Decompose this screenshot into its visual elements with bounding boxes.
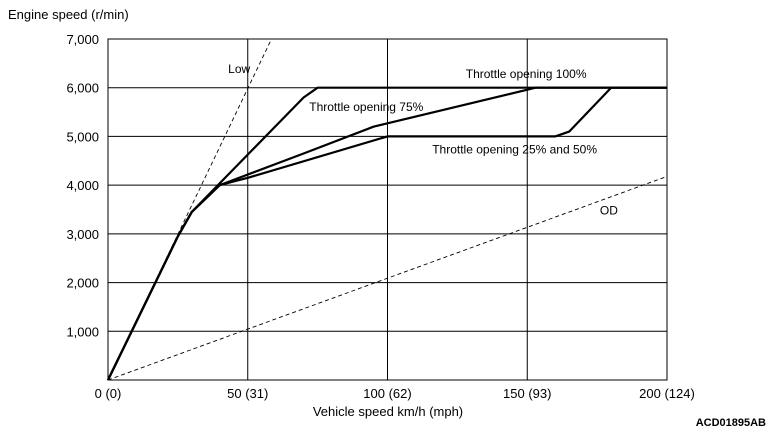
y-axis-label: Engine speed (r/min) <box>8 7 129 22</box>
y-tick-label: 5,000 <box>66 129 99 144</box>
tick-layer: 1,000 2,000 3,000 4,000 5,000 6,000 7,000 0 (0)… <box>66 32 694 401</box>
x-tick-label: 150 (93) <box>503 386 551 401</box>
annotation-throttle-opening-75: Throttle opening 75% <box>309 100 423 114</box>
curve-layer <box>107 38 668 381</box>
y-tick-label: 6,000 <box>66 81 99 96</box>
annotation-low: Low <box>228 62 250 76</box>
y-tick-label: 1,000 <box>66 324 99 339</box>
x-tick-label: 0 (0) <box>95 386 122 401</box>
annotation-throttle-opening-100: Throttle opening 100% <box>466 67 587 81</box>
x-tick-label: 50 (31) <box>227 386 268 401</box>
annotation-od: OD <box>600 203 618 217</box>
x-tick-label: 200 (124) <box>639 386 695 401</box>
x-tick-label: 100 (62) <box>363 386 411 401</box>
y-tick-label: 7,000 <box>66 32 99 47</box>
y-tick-label: 3,000 <box>66 227 99 242</box>
annotation-throttle-opening-25-and-50: Throttle opening 25% and 50% <box>432 142 597 156</box>
series-line-throttle-opening-25-and-50 <box>107 86 667 381</box>
annotation-layer: Low Throttle opening 100% Throttle opening… <box>228 62 618 217</box>
figure-code: ACD01895AB <box>696 417 766 429</box>
x-axis-label: Vehicle speed km/h (mph) <box>313 404 463 419</box>
y-tick-label: 4,000 <box>66 178 99 193</box>
series-line-od <box>107 175 668 381</box>
grid-layer <box>107 38 668 381</box>
y-tick-label: 2,000 <box>66 276 99 291</box>
series-line-low <box>107 38 272 381</box>
